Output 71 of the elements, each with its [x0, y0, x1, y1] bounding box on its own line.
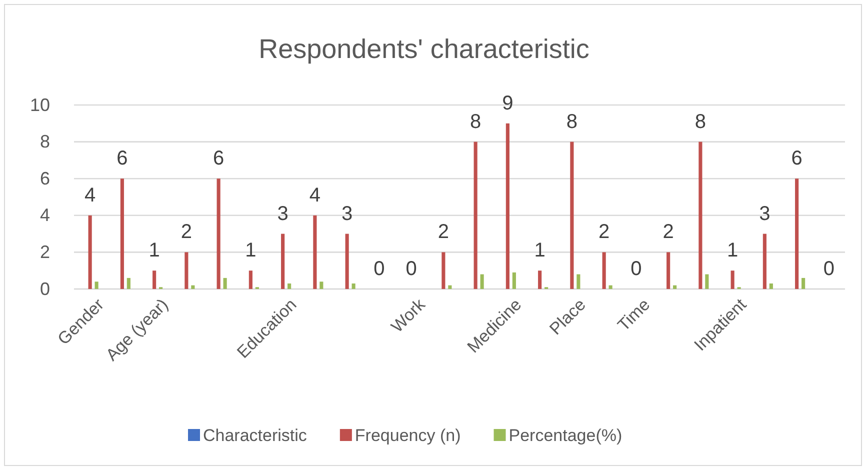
legend-label: Characteristic: [203, 426, 308, 445]
bar: [448, 285, 452, 289]
bar: [152, 270, 156, 289]
bar: [506, 123, 510, 289]
bar: [288, 283, 292, 289]
chart-title: Respondents' characteristic: [258, 34, 590, 64]
data-label: 8: [694, 110, 706, 133]
bar: [352, 283, 356, 289]
bar: [698, 142, 702, 289]
data-label: 4: [84, 184, 96, 206]
bar: [94, 282, 98, 289]
y-tick-label: 2: [40, 242, 50, 262]
data-label: 3: [342, 202, 353, 225]
x-tick-label: Time: [614, 295, 654, 335]
bar: [666, 252, 670, 289]
bar: [705, 274, 709, 289]
data-label: 3: [759, 202, 770, 225]
bar: [602, 252, 606, 289]
bar: [576, 274, 580, 289]
bar: [442, 252, 446, 289]
bar: [570, 142, 574, 289]
data-label: 6: [116, 148, 128, 170]
bar: [120, 178, 124, 289]
data-label: 8: [566, 110, 578, 133]
y-tick-label: 0: [40, 278, 50, 299]
bar: [281, 234, 285, 289]
data-label: 0: [406, 258, 417, 280]
data-label: 1: [245, 240, 256, 262]
data-label: 0: [630, 258, 642, 280]
bar: [802, 278, 806, 289]
legend-label: Frequency (n): [354, 426, 461, 445]
data-label: 4: [309, 184, 320, 206]
data-label: 9: [502, 92, 514, 114]
bar: [538, 270, 542, 289]
bar: [88, 215, 92, 289]
y-tick-label: 4: [40, 205, 50, 226]
data-label: 6: [791, 148, 802, 170]
bar: [730, 270, 734, 289]
y-tick-label: 8: [40, 132, 50, 152]
data-label: 2: [180, 221, 192, 244]
y-tick-label: 10: [30, 94, 50, 115]
bar: [673, 285, 677, 289]
data-label: 2: [438, 221, 449, 244]
data-label: 1: [534, 240, 546, 262]
bar: [769, 283, 773, 289]
bar: [762, 234, 766, 289]
data-label: 2: [598, 221, 610, 244]
bar: [345, 234, 349, 289]
data-label: 2: [662, 221, 674, 244]
bar: [248, 270, 252, 289]
bar: [795, 178, 799, 289]
data-label: 6: [213, 148, 224, 170]
bar: [313, 215, 317, 289]
bar: [191, 285, 195, 289]
data-label: 3: [277, 202, 288, 225]
bar: [320, 282, 324, 289]
legend-label: Percentage(%): [508, 426, 622, 445]
bar: [223, 278, 227, 289]
bar: [512, 272, 516, 289]
bar: [126, 278, 130, 289]
bar: [184, 252, 188, 289]
y-tick-label: 6: [40, 168, 50, 188]
data-label: 0: [374, 258, 385, 280]
bar: [216, 178, 220, 289]
data-label: 8: [470, 110, 482, 133]
data-label: 0: [823, 258, 834, 280]
bar: [608, 285, 612, 289]
bar: [480, 274, 484, 289]
data-label: 1: [148, 240, 160, 262]
data-label: 1: [727, 240, 738, 262]
bar: [474, 142, 478, 289]
